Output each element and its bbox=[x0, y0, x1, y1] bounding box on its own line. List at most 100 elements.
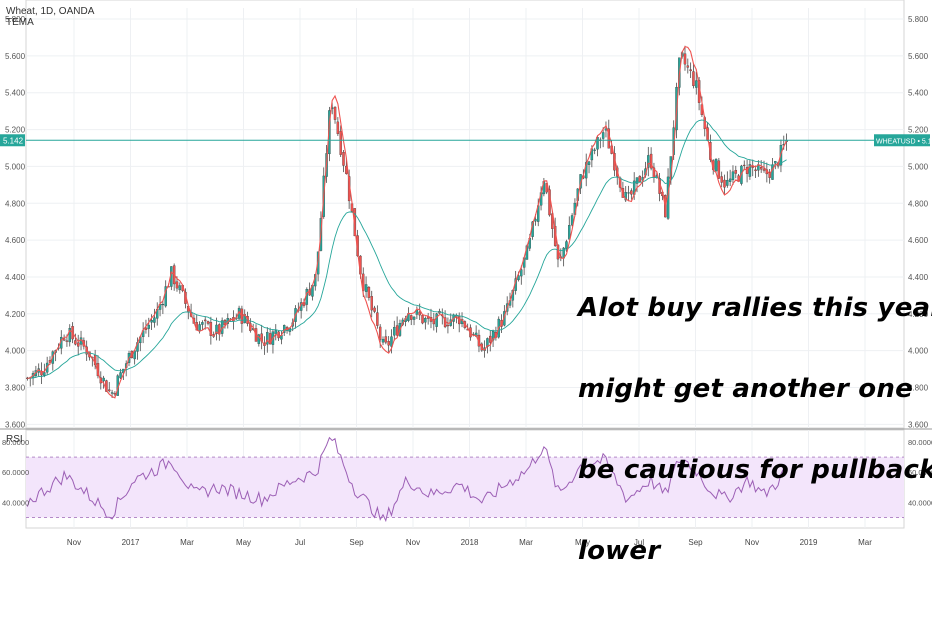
x-tick-label: Mar bbox=[519, 538, 533, 547]
price-pane-border bbox=[25, 0, 905, 429]
candle-body bbox=[734, 170, 738, 174]
price-chart[interactable]: 3.600 3.600 3.800 3.800 4.000 4.000 4.200 4.200… bbox=[0, 0, 932, 550]
moving-average-line bbox=[27, 119, 787, 379]
candle-body bbox=[108, 389, 111, 392]
x-tick-label: Sep bbox=[349, 538, 364, 547]
price-y-tick-left: 4.200 bbox=[5, 310, 26, 319]
price-y-tick-left: 3.800 bbox=[5, 383, 26, 392]
right-price-badge: WHEATUSD • 5.142 bbox=[876, 138, 932, 145]
candle-body bbox=[491, 331, 495, 341]
candle-body bbox=[43, 372, 46, 376]
candle-body bbox=[370, 296, 373, 311]
candle-body bbox=[336, 121, 340, 134]
price-y-tick-left: 5.200 bbox=[5, 126, 26, 135]
rsi-y-tick-right: 80.0000 bbox=[908, 438, 932, 447]
candle-body bbox=[435, 313, 438, 327]
candle-body bbox=[266, 332, 269, 345]
candle-body bbox=[489, 335, 492, 343]
x-tick-label: Mar bbox=[180, 538, 194, 547]
price-y-tick-right: 3.800 bbox=[908, 383, 929, 392]
annotation-line-2: might get another one bbox=[578, 374, 913, 404]
price-y-tick-left: 4.000 bbox=[5, 347, 26, 356]
candle-body bbox=[62, 338, 66, 341]
candle-body bbox=[342, 152, 345, 166]
x-tick-label: Mar bbox=[858, 538, 872, 547]
candle-body bbox=[147, 324, 150, 329]
symbol-title: Wheat, 1D, OANDA bbox=[6, 6, 95, 17]
price-y-tick-left: 4.600 bbox=[5, 236, 26, 245]
candle-body bbox=[762, 168, 766, 171]
candle-body bbox=[201, 322, 204, 325]
candle-body bbox=[728, 178, 732, 182]
candle-body bbox=[415, 309, 419, 315]
price-y-tick-left: 4.400 bbox=[5, 273, 26, 282]
rsi-y-tick-right: 40.0000 bbox=[908, 498, 932, 507]
candle-body bbox=[175, 281, 179, 289]
candle-body bbox=[723, 179, 726, 188]
candle-body bbox=[570, 215, 574, 226]
price-y-tick-left: 5.000 bbox=[5, 162, 26, 171]
candle-body bbox=[339, 130, 342, 155]
x-tick-label: Nov bbox=[67, 538, 81, 547]
candle-body bbox=[119, 372, 122, 379]
candle-body bbox=[717, 160, 721, 179]
price-y-tick-right: 5.800 bbox=[908, 15, 929, 24]
rsi-y-tick-right: 60.0000 bbox=[908, 468, 932, 477]
candle-body bbox=[627, 192, 630, 194]
chart-root: 3.600 3.600 3.800 3.800 4.000 4.000 4.200 4.200… bbox=[0, 0, 932, 565]
candle-body bbox=[689, 69, 692, 72]
price-y-tick-right: 5.600 bbox=[908, 52, 929, 61]
price-y-tick-right: 3.600 bbox=[908, 420, 929, 429]
left-price-badge-bg bbox=[0, 134, 25, 147]
candle-body bbox=[215, 324, 218, 334]
x-tick-label: Jul bbox=[295, 538, 305, 547]
candle-body bbox=[714, 158, 718, 172]
candle-body bbox=[743, 164, 746, 166]
annotation-line-4: lower bbox=[578, 536, 661, 566]
candle-body bbox=[748, 164, 752, 177]
candle-body bbox=[144, 327, 148, 330]
price-y-tick-left: 5.600 bbox=[5, 52, 26, 61]
candle-body bbox=[376, 312, 379, 326]
candle-body bbox=[638, 175, 642, 182]
candle-body bbox=[520, 269, 523, 277]
candle-body bbox=[686, 65, 690, 68]
rsi-line bbox=[26, 436, 787, 523]
candle-body bbox=[649, 153, 653, 169]
x-tick-label: May bbox=[575, 538, 590, 547]
candle-body bbox=[568, 225, 571, 240]
candle-body bbox=[387, 341, 390, 346]
candle-body bbox=[446, 324, 450, 327]
candle-body bbox=[720, 176, 723, 183]
candle-body bbox=[206, 321, 210, 324]
x-tick-label: 2018 bbox=[461, 538, 479, 547]
candle-body bbox=[726, 180, 729, 186]
price-y-tick-right: 4.600 bbox=[908, 236, 929, 245]
candle-body bbox=[390, 336, 393, 347]
tema-line bbox=[27, 45, 788, 399]
candle-body bbox=[424, 318, 427, 323]
candle-body bbox=[587, 161, 591, 165]
candle-body bbox=[153, 317, 156, 323]
candle-body bbox=[731, 171, 735, 180]
candle-body bbox=[161, 303, 165, 306]
candle-body bbox=[395, 325, 399, 336]
candle-body bbox=[381, 339, 385, 343]
candle-body bbox=[768, 172, 771, 178]
candle-body bbox=[771, 164, 774, 180]
candle-body bbox=[198, 324, 201, 332]
candle-body bbox=[565, 241, 568, 249]
candle-body bbox=[283, 325, 286, 333]
price-y-tick-right: 4.800 bbox=[908, 199, 929, 208]
tema-label: TEMA bbox=[6, 17, 34, 28]
annotation-text: Alot buy rallies this year might get ano… bbox=[578, 241, 932, 619]
candle-body bbox=[695, 80, 698, 88]
annotation-line-1: Alot buy rallies this year bbox=[578, 293, 932, 323]
candle-body bbox=[410, 315, 413, 320]
x-tick-label: May bbox=[236, 538, 251, 547]
x-tick-label: 2017 bbox=[122, 538, 140, 547]
right-price-badge-bg bbox=[874, 134, 930, 147]
rsi-y-tick-left: 40.0000 bbox=[2, 498, 29, 507]
candle-body bbox=[178, 285, 182, 291]
price-y-tick-right: 4.400 bbox=[908, 273, 929, 282]
